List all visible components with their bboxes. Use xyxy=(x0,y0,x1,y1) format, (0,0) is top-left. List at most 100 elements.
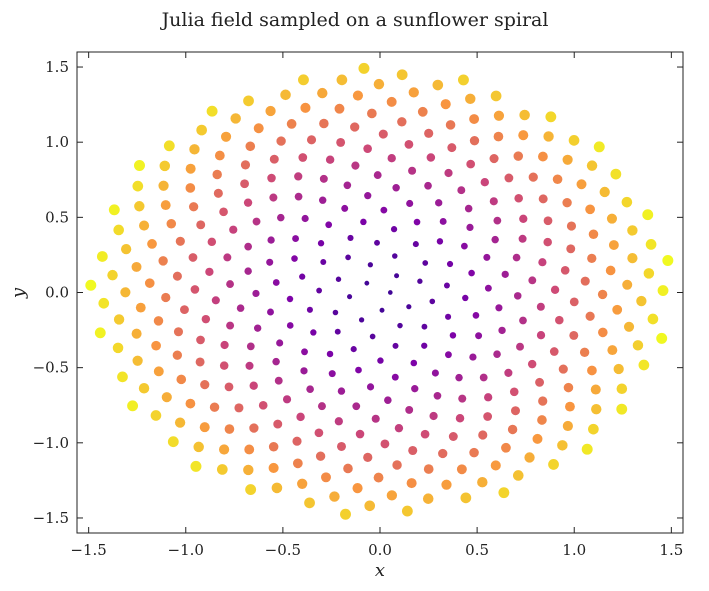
scatter-point xyxy=(386,96,397,107)
scatter-point xyxy=(271,482,283,494)
scatter-point xyxy=(175,236,185,246)
scatter-point xyxy=(366,383,375,391)
scatter-point xyxy=(196,220,206,230)
scatter-point xyxy=(334,103,345,114)
scatter-point xyxy=(272,279,280,286)
scatter-point xyxy=(598,327,608,338)
scatter-point xyxy=(188,202,199,212)
scatter-point xyxy=(597,289,608,300)
scatter-point xyxy=(387,290,393,295)
scatter-point xyxy=(188,253,198,262)
scatter-point xyxy=(495,304,503,312)
scatter-point xyxy=(201,314,211,324)
y-tick-label: −1.0 xyxy=(33,434,69,452)
scatter-point xyxy=(516,342,524,351)
scatter-point xyxy=(252,217,261,226)
scatter-point xyxy=(440,99,451,110)
scatter-point xyxy=(469,447,479,458)
scatter-point xyxy=(545,111,557,123)
scatter-point xyxy=(443,282,450,289)
scatter-point xyxy=(317,402,326,411)
scatter-point xyxy=(347,294,353,300)
scatter-point xyxy=(552,174,563,185)
scatter-point xyxy=(449,332,457,339)
scatter-point xyxy=(245,484,257,496)
scatter-point xyxy=(236,304,245,312)
scatter-point xyxy=(185,183,196,193)
scatter-point xyxy=(563,382,574,393)
scatter-point xyxy=(350,346,357,353)
scatter-point xyxy=(160,200,171,211)
y-tick-label: 1.5 xyxy=(45,58,69,76)
scatter-point xyxy=(591,403,602,415)
x-tick-label: 0.5 xyxy=(465,541,489,559)
scatter-point xyxy=(272,357,280,366)
scatter-point xyxy=(518,130,529,141)
scatter-point xyxy=(244,444,255,455)
scatter-point xyxy=(394,423,404,433)
scatter-point xyxy=(374,239,380,246)
scatter-point xyxy=(249,381,258,390)
scatter-point xyxy=(336,137,346,147)
scatter-point xyxy=(410,359,418,367)
scatter-point xyxy=(363,144,372,153)
scatter-point xyxy=(543,216,553,226)
scatter-point xyxy=(412,241,419,248)
scatter-point xyxy=(518,234,527,243)
scatter-point xyxy=(212,169,222,180)
scatter-point xyxy=(226,280,234,288)
scatter-point xyxy=(206,105,218,117)
scatter-point xyxy=(112,342,124,354)
scatter-point xyxy=(555,315,564,325)
scatter-point xyxy=(229,225,238,234)
scatter-point xyxy=(245,141,256,152)
scatter-point xyxy=(161,392,172,403)
scatter-point xyxy=(432,79,444,91)
scatter-point xyxy=(193,441,204,453)
scatter-point xyxy=(267,236,275,244)
scatter-point xyxy=(243,198,253,207)
scatter-point xyxy=(267,308,274,316)
scatter-point xyxy=(519,316,527,325)
scatter-point xyxy=(538,151,548,162)
chart-title: Julia field sampled on a sunflower spira… xyxy=(160,9,549,31)
scatter-point xyxy=(220,340,229,350)
scatter-point xyxy=(153,316,164,326)
scatter-point xyxy=(243,95,254,107)
scatter-point xyxy=(249,423,259,433)
scatter-point xyxy=(352,90,364,101)
scatter-point xyxy=(536,302,545,311)
scatter-point xyxy=(439,218,447,225)
scatter-point xyxy=(455,413,465,423)
scatter-point xyxy=(599,186,610,198)
scatter-point xyxy=(610,168,622,180)
scatter-point xyxy=(301,214,309,223)
scatter-point xyxy=(657,285,669,296)
scatter-point xyxy=(335,276,342,282)
scatter-point xyxy=(294,192,303,201)
scatter-point xyxy=(445,120,456,130)
scatter-point xyxy=(336,74,348,86)
scatter-point xyxy=(392,184,400,192)
scatter-point xyxy=(223,253,232,262)
scatter-point xyxy=(612,304,623,315)
scatter-point xyxy=(371,414,380,423)
scatter-point xyxy=(538,396,548,406)
scatter-point xyxy=(587,253,597,264)
scatter-point xyxy=(421,323,428,330)
scatter-point xyxy=(557,440,568,451)
scatter-point xyxy=(528,172,538,182)
scatter-point xyxy=(320,258,327,265)
scatter-point xyxy=(205,267,214,277)
scatter-point xyxy=(636,295,647,307)
scatter-point xyxy=(472,312,480,319)
scatter-point xyxy=(445,313,452,320)
scatter-point xyxy=(513,151,524,161)
scatter-point xyxy=(536,331,546,340)
scatter-point xyxy=(623,321,635,332)
scatter-point xyxy=(435,199,443,207)
scatter-point xyxy=(347,234,354,242)
scatter-point xyxy=(477,476,488,488)
scatter-point xyxy=(622,279,633,290)
scatter-point xyxy=(638,359,650,371)
